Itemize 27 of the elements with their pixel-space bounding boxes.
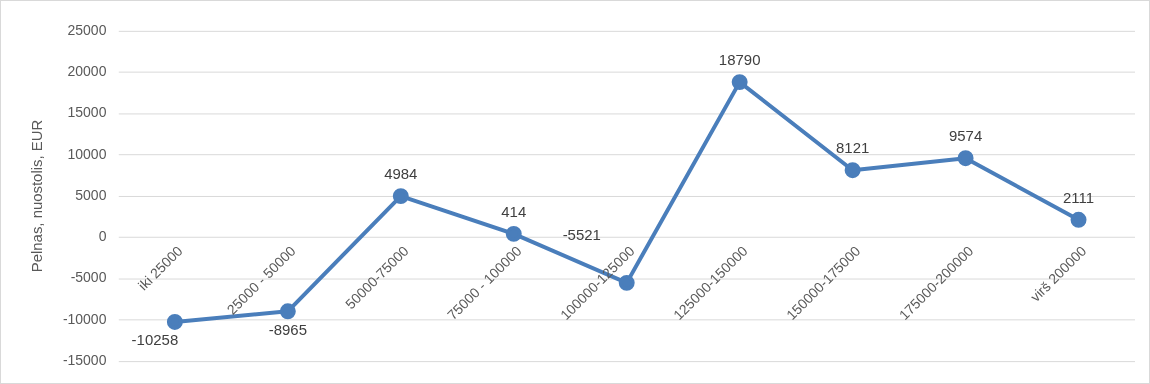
data-label: -10258 (131, 331, 179, 349)
data-label: 18790 (718, 50, 761, 68)
data-label: 8121 (835, 138, 870, 156)
y-tick-label: -10000 (62, 310, 107, 327)
y-tick-label: 5000 (75, 186, 107, 203)
point (844, 162, 861, 179)
point (279, 303, 296, 320)
data-label: 414 (501, 202, 527, 220)
y-tick-label: 10000 (67, 145, 107, 162)
y-tick-label: -5000 (70, 269, 107, 286)
y-tick-label: 25000 (67, 21, 107, 38)
data-label: 4984 (384, 164, 418, 182)
point (1070, 211, 1087, 228)
point (505, 225, 522, 242)
point (957, 150, 974, 167)
data-label: 9574 (948, 126, 983, 144)
point (392, 188, 409, 205)
y-tick-label: 20000 (67, 62, 107, 79)
data-label: -5521 (562, 225, 601, 243)
data-label: 2111 (1063, 188, 1095, 206)
y-tick-label: 0 (98, 228, 107, 245)
y-axis-title: Pelnas, nuostolis, EUR (28, 119, 46, 273)
data-label: -8965 (268, 320, 307, 338)
point (731, 74, 748, 91)
y-tick-label: 15000 (67, 104, 107, 121)
y-tick-label: -15000 (62, 351, 107, 368)
point (166, 313, 183, 330)
